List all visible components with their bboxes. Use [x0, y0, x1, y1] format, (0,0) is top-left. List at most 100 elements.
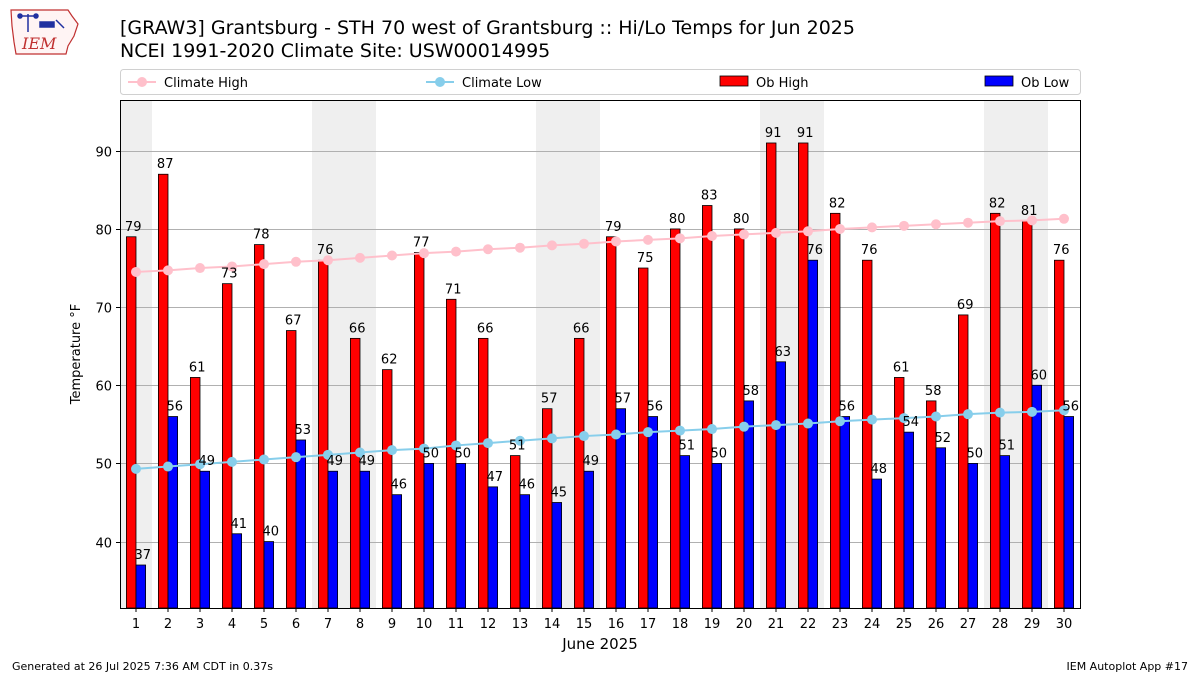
climate-high-point: [771, 227, 781, 238]
legend-label-climate-low: Climate Low: [462, 76, 542, 91]
bar-ob-high: [221, 283, 233, 609]
bar-ob-high: [157, 173, 169, 609]
label-ob-low: 58: [743, 384, 760, 399]
climate-low-point: [771, 420, 781, 431]
label-ob-high: 76: [861, 243, 878, 258]
label-ob-low: 37: [135, 548, 152, 563]
legend-swatch-ob-high: [719, 75, 749, 87]
x-tick-label-13: 13: [512, 617, 529, 632]
bar-ob-high: [958, 314, 969, 609]
label-ob-low: 57: [615, 392, 632, 407]
climate-low-point: [675, 425, 685, 436]
climate-high-point: [323, 255, 333, 266]
bar-ob-low: [327, 470, 339, 609]
climate-low-point: [195, 459, 205, 470]
label-ob-high: 82: [829, 196, 846, 211]
label-ob-low: 49: [199, 454, 216, 469]
label-ob-low: 48: [871, 462, 888, 477]
label-ob-high: 80: [733, 212, 750, 227]
bar-ob-low: [871, 478, 883, 609]
x-tick-label-2: 2: [164, 617, 172, 632]
climate-high-point: [355, 252, 365, 263]
label-ob-low: 63: [775, 345, 792, 360]
climate-low-point: [451, 440, 461, 451]
x-axis-label: June 2025: [561, 635, 638, 653]
y-tick-label-60: 60: [95, 380, 112, 395]
climate-high-point: [611, 236, 621, 247]
label-ob-high: 83: [701, 189, 718, 204]
label-ob-low: 41: [231, 517, 248, 532]
bar-ob-low: [359, 470, 371, 609]
x-tick-label-8: 8: [356, 617, 364, 632]
y-axis-label: Temperature °F: [69, 304, 84, 405]
climate-high-point: [483, 244, 493, 255]
climate-high-point: [547, 240, 557, 251]
x-tick-label-14: 14: [544, 617, 561, 632]
climate-low-point: [419, 443, 429, 454]
bar-ob-low: [455, 463, 467, 609]
bar-ob-low: [295, 439, 307, 609]
x-tick-label-29: 29: [1024, 617, 1041, 632]
x-tick-label-22: 22: [800, 617, 817, 632]
label-ob-high: 58: [925, 384, 942, 399]
climate-low-point: [931, 411, 941, 422]
bar-ob-low: [551, 502, 563, 609]
climate-low-point: [355, 447, 365, 458]
bar-ob-high: [1054, 259, 1065, 609]
label-ob-high: 61: [893, 360, 910, 375]
climate-low-point: [963, 409, 973, 420]
climate-high-point: [675, 233, 685, 244]
bar-ob-low: [775, 361, 787, 609]
footer-app: IEM Autoplot App #17: [1066, 660, 1189, 673]
y-axis: 40 50 60 70 80 90: [95, 146, 120, 552]
x-tick-label-15: 15: [576, 617, 593, 632]
x-tick-label-12: 12: [480, 617, 497, 632]
bar-ob-high: [670, 228, 681, 609]
label-ob-high: 78: [253, 228, 270, 243]
label-ob-low: 51: [999, 439, 1016, 454]
climate-high-point: [963, 217, 973, 228]
bar-ob-low: [1031, 384, 1043, 609]
bar-ob-low: [743, 400, 755, 609]
label-ob-high: 61: [189, 360, 206, 375]
bar-ob-low: [807, 259, 819, 609]
x-tick-label-24: 24: [864, 617, 881, 632]
label-ob-low: 52: [935, 431, 952, 446]
x-tick-label-20: 20: [736, 617, 753, 632]
climate-low-line: [135, 409, 1065, 470]
x-tick-label-23: 23: [832, 617, 849, 632]
label-ob-high: 79: [125, 220, 142, 235]
chart-subtitle: NCEI 1991-2020 Climate Site: USW00014995: [120, 40, 551, 62]
climate-high-point: [579, 238, 589, 249]
label-ob-low: 50: [967, 446, 984, 461]
label-ob-high: 87: [157, 157, 174, 172]
climate-high-point: [419, 248, 429, 259]
y-tick-label-90: 90: [95, 146, 112, 161]
data-labels: 79 37 87 56 61 49 73 41 78 40 67 53 76 49 66 49 62 46 77 50…: [125, 126, 1079, 563]
climate-high-point: [899, 220, 909, 231]
label-ob-high: 51: [509, 439, 526, 454]
climate-high-point: [451, 246, 461, 257]
bar-ob-low: [199, 470, 211, 609]
climate-low-point: [515, 435, 525, 446]
climate-low-point: [163, 461, 173, 472]
label-ob-low: 45: [551, 485, 568, 500]
bar-ob-high: [253, 244, 265, 609]
climate-low-point: [1059, 405, 1069, 416]
climate-high-point: [515, 242, 525, 253]
label-ob-low: 56: [167, 400, 184, 415]
label-ob-high: 66: [477, 321, 494, 336]
climate-high-point: [835, 223, 845, 234]
x-tick-label-1: 1: [132, 617, 140, 632]
label-ob-high: 69: [957, 298, 974, 313]
x-tick-label-10: 10: [416, 617, 433, 632]
climate-high-point: [227, 261, 237, 272]
bar-ob-low: [967, 463, 979, 609]
bar-ob-low: [903, 431, 915, 609]
legend-label-ob-high: Ob High: [756, 76, 809, 91]
x-tick-label-21: 21: [768, 617, 785, 632]
climate-low-point: [995, 407, 1005, 418]
climate-high-point: [739, 229, 749, 240]
label-ob-high: 82: [989, 196, 1006, 211]
plot-frame: [120, 100, 1081, 609]
